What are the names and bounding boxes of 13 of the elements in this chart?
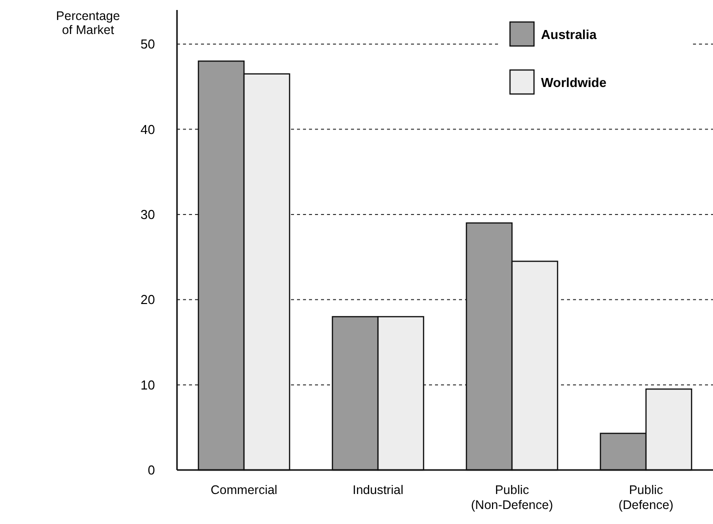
y-tick-label: 30 [140, 206, 155, 222]
y-tick-label: 50 [140, 36, 155, 52]
y-tick-label: 40 [140, 122, 155, 137]
x-tick-label: Public (Defence) [618, 483, 674, 512]
x-tick-label: Industrial [352, 483, 404, 497]
y-tick-label: 20 [140, 292, 155, 308]
y-tick-label: 0 [148, 462, 155, 478]
y-axis-title: Percentage of Market [56, 9, 120, 37]
legend-label: Worldwide [541, 75, 606, 90]
x-tick-label: Commercial [210, 483, 278, 497]
x-tick-label: Public (Non-Defence) [471, 483, 553, 512]
legend-label: Australia [541, 27, 598, 42]
y-tick-label: 10 [140, 377, 155, 392]
